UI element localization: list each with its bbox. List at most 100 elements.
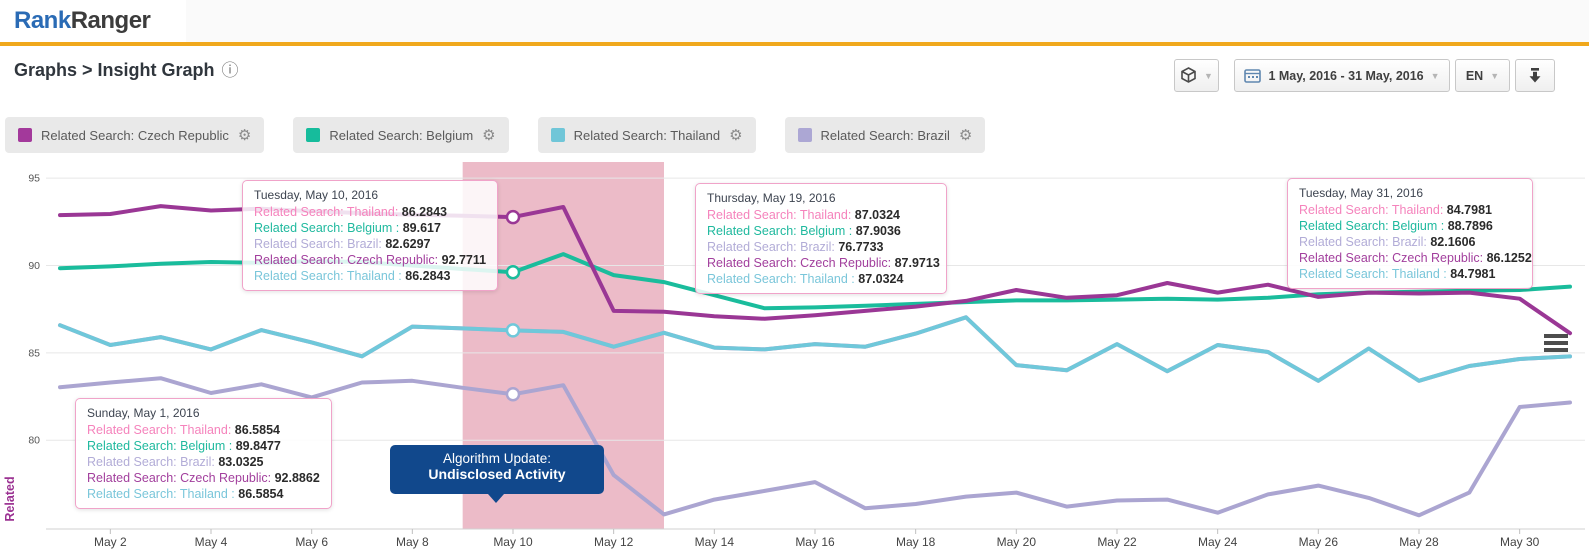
tooltip-row-brazil: Related Search: Brazil: 82.1606 xyxy=(1299,234,1521,250)
tooltip-series-value: 92.7711 xyxy=(438,253,487,267)
tooltip-series-label: Related Search: Thailand : xyxy=(1299,267,1447,281)
x-axis-label: May 24 xyxy=(1198,535,1238,549)
series-line-thailand_pink[interactable] xyxy=(58,315,1572,383)
tooltip-series-value: 82.6297 xyxy=(381,237,431,251)
tooltip-date: Tuesday, May 10, 2016 xyxy=(254,188,379,202)
gear-icon[interactable]: ⚙ xyxy=(958,126,973,144)
legend-chip-brazil[interactable]: Related Search: Brazil ⚙ xyxy=(784,117,986,153)
x-axis-label: May 10 xyxy=(493,535,533,549)
download-icon xyxy=(1529,68,1541,83)
tooltip-row-belgium: Related Search: Belgium : 89.8477 xyxy=(87,438,320,454)
x-axis-label: May 4 xyxy=(195,535,228,549)
tooltip-row-belgium: Related Search: Belgium : 89.617 xyxy=(254,220,486,236)
tooltip-date: Tuesday, May 31, 2016 xyxy=(1299,186,1424,200)
logo-container[interactable]: RankRanger xyxy=(0,0,186,42)
tooltip-series-label: Related Search: Brazil: xyxy=(707,240,835,254)
tooltip-series-value: 87.0324 xyxy=(854,272,904,286)
tooltip-series-value: 88.7896 xyxy=(1444,219,1493,233)
callout-pointer xyxy=(488,494,504,503)
tooltip-row-thailand_pink: Related Search: Thailand: 86.5854 xyxy=(87,422,320,438)
gear-icon[interactable]: ⚙ xyxy=(729,126,743,144)
chevron-down-icon: ▼ xyxy=(1204,70,1213,81)
tooltip-series-label: Related Search: Brazil: xyxy=(254,237,382,251)
tooltip-series-label: Related Search: Czech Republic: xyxy=(1299,251,1484,265)
breadcrumb: Graphs > Insight Graph xyxy=(14,60,215,80)
info-icon[interactable]: ⓘ xyxy=(221,61,239,80)
y-axis-label: 80 xyxy=(28,435,40,447)
date-range-value: 1 May, 2016 - 31 May, 2016 xyxy=(1268,68,1424,83)
tooltip-row-thailand: Related Search: Thailand : 86.5854 xyxy=(87,486,320,502)
hover-marker-belgium[interactable] xyxy=(505,264,521,280)
date-range-selector[interactable]: 1 May, 2016 - 31 May, 2016 ▼ xyxy=(1234,59,1450,92)
algorithm-update-line2: Undisclosed Activity xyxy=(428,466,566,482)
tooltip-series-value: 86.2843 xyxy=(398,205,447,219)
download-button[interactable] xyxy=(1515,59,1555,92)
tooltip-series-value: 89.8477 xyxy=(232,439,281,453)
tooltip-series-label: Related Search: Czech Republic: xyxy=(87,471,272,485)
x-axis-label: May 12 xyxy=(594,535,634,549)
tooltip-row-brazil: Related Search: Brazil: 82.6297 xyxy=(254,236,486,252)
chart-tooltip-may10: Tuesday, May 10, 2016 Related Search: Tha… xyxy=(242,180,498,291)
language-value: EN xyxy=(1465,68,1484,83)
y-axis-title: Related xyxy=(3,476,17,522)
legend-chip-label: Related Search: Thailand xyxy=(573,127,721,143)
tooltip-row-czech: Related Search: Czech Republic: 92.7711 xyxy=(254,252,486,268)
tooltip-series-value: 86.2843 xyxy=(401,269,451,283)
tooltip-series-value: 84.7981 xyxy=(1443,203,1492,217)
tooltip-series-label: Related Search: Thailand: xyxy=(87,423,232,437)
tooltip-date: Thursday, May 19, 2016 xyxy=(707,191,836,205)
legend-chip-label: Related Search: Czech Republic xyxy=(41,127,229,143)
logo-ranger: Ranger xyxy=(70,7,151,34)
tooltip-series-label: Related Search: Brazil: xyxy=(87,455,215,469)
tooltip-series-label: Related Search: Thailand : xyxy=(254,269,402,283)
y-axis-label: 90 xyxy=(28,260,40,272)
hover-marker-czech[interactable] xyxy=(505,209,521,225)
series-line-brazil[interactable] xyxy=(58,376,1572,518)
hover-marker-thailand[interactable] xyxy=(505,323,521,338)
widget-menu-button[interactable]: ▼ xyxy=(1174,59,1219,92)
language-selector[interactable]: EN ▼ xyxy=(1455,59,1510,92)
tooltip-series-label: Related Search: Belgium : xyxy=(87,439,233,453)
series-color-swatch xyxy=(18,128,32,142)
tooltip-series-label: Related Search: Thailand : xyxy=(707,272,855,286)
tooltip-series-label: Related Search: Thailand : xyxy=(87,487,235,501)
gear-icon[interactable]: ⚙ xyxy=(482,126,496,144)
series-color-swatch xyxy=(550,128,565,142)
legend-chip-belgium[interactable]: Related Search: Belgium ⚙ xyxy=(293,117,509,153)
chart-tooltip-may19: Thursday, May 19, 2016 Related Search: Th… xyxy=(695,183,947,294)
y-axis-label: 85 xyxy=(28,347,40,359)
chart-tooltip-may31: Tuesday, May 31, 2016 Related Search: Tha… xyxy=(1287,178,1533,289)
gear-icon[interactable]: ⚙ xyxy=(237,126,252,144)
x-axis-label: May 30 xyxy=(1500,535,1540,549)
tooltip-series-value: 87.0324 xyxy=(851,208,900,222)
rankranger-logo: RankRanger xyxy=(14,7,151,35)
hover-marker-brazil[interactable] xyxy=(505,387,521,402)
tooltip-row-belgium: Related Search: Belgium : 87.9036 xyxy=(707,223,935,239)
tooltip-row-thailand_pink: Related Search: Thailand: 87.0324 xyxy=(707,207,935,223)
tooltip-series-value: 87.9036 xyxy=(852,224,901,238)
x-axis-label: May 20 xyxy=(997,535,1037,549)
series-legend: Related Search: Czech Republic ⚙ Related S… xyxy=(5,117,986,153)
tooltip-series-label: Related Search: Belgium : xyxy=(707,224,853,238)
tooltip-series-label: Related Search: Czech Republic: xyxy=(707,256,892,270)
series-line-thailand[interactable] xyxy=(58,315,1572,383)
tooltip-row-czech: Related Search: Czech Republic: 87.9713 xyxy=(707,255,940,271)
legend-chip-thailand[interactable]: Related Search: Thailand ⚙ xyxy=(537,117,756,153)
tooltip-series-value: 92.8862 xyxy=(271,471,320,485)
tooltip-row-brazil: Related Search: Brazil: 83.0325 xyxy=(87,454,320,470)
tooltip-series-label: Related Search: Thailand: xyxy=(1299,203,1444,217)
algorithm-update-callout[interactable]: Algorithm Update: Undisclosed Activity xyxy=(390,445,604,503)
x-axis-label: May 2 xyxy=(94,535,127,549)
chart-export-menu-icon[interactable] xyxy=(1544,334,1568,355)
x-axis-label: May 28 xyxy=(1399,535,1439,549)
tooltip-series-value: 83.0325 xyxy=(214,455,264,469)
tooltip-series-value: 82.1606 xyxy=(1426,235,1476,249)
chevron-down-icon: ▼ xyxy=(1490,70,1500,81)
tooltip-series-value: 89.617 xyxy=(399,221,441,235)
tooltip-series-label: Related Search: Czech Republic: xyxy=(254,253,439,267)
algorithm-update-line1: Algorithm Update: xyxy=(442,451,552,466)
chart-tooltip-may1: Sunday, May 1, 2016 Related Search: Thail… xyxy=(75,398,332,509)
legend-chip-czech[interactable]: Related Search: Czech Republic ⚙ xyxy=(5,117,265,153)
tooltip-series-label: Related Search: Thailand: xyxy=(707,208,852,222)
